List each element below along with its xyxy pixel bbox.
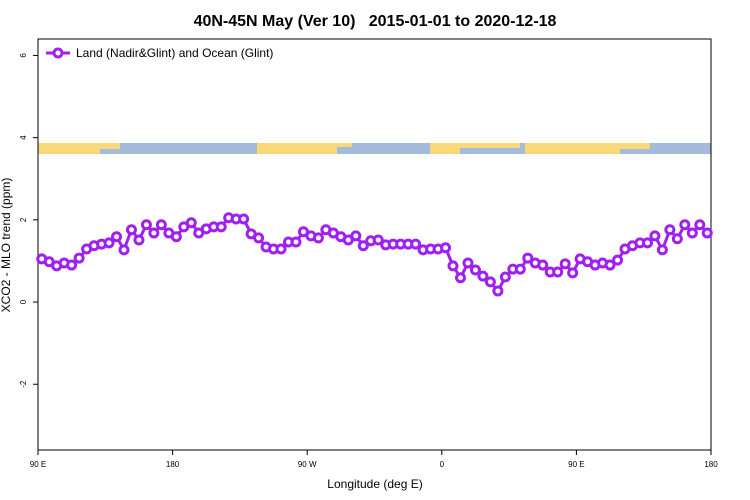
data-point xyxy=(686,227,698,239)
data-point xyxy=(492,285,504,297)
data-point xyxy=(253,232,265,244)
y-tick-label: -2 xyxy=(19,380,28,388)
data-point xyxy=(312,232,324,244)
plot-frame xyxy=(37,38,712,451)
data-point xyxy=(484,276,496,288)
x-tick-label: 90 W xyxy=(298,460,317,469)
data-point xyxy=(454,272,466,284)
data-point xyxy=(73,252,85,264)
x-tick-label: 90 E xyxy=(30,460,46,469)
land-mask xyxy=(38,143,711,154)
data-point xyxy=(66,259,78,271)
data-point xyxy=(133,234,145,246)
data-point xyxy=(567,267,579,279)
y-tick-label: 0 xyxy=(19,299,28,304)
data-point xyxy=(671,233,683,245)
data-point xyxy=(477,270,489,282)
data-point xyxy=(656,244,668,256)
data-point xyxy=(357,240,369,252)
data-point xyxy=(140,219,152,231)
data-point xyxy=(679,219,691,231)
y-tick-label: 2 xyxy=(19,217,28,222)
legend-label: Land (Nadir&Glint) and Ocean (Glint) xyxy=(76,46,273,60)
x-axis-label: Longitude (deg E) xyxy=(327,477,422,491)
data-point xyxy=(641,237,653,249)
y-tick-label: 6 xyxy=(19,53,28,58)
data-point xyxy=(185,217,197,229)
data-point xyxy=(148,227,160,239)
x-tick-label: 90 E xyxy=(568,460,584,469)
data-point xyxy=(649,230,661,242)
data-point xyxy=(537,259,549,271)
data-point xyxy=(440,242,452,254)
data-point xyxy=(604,259,616,271)
data-point xyxy=(559,258,571,270)
data-point xyxy=(664,224,676,236)
data-point xyxy=(410,238,422,250)
y-axis-label: XCO2 - MLO trend (ppm) xyxy=(0,178,13,313)
data-point xyxy=(612,254,624,266)
data-point xyxy=(694,219,706,231)
data-point xyxy=(701,227,713,239)
x-tick-label: 0 xyxy=(440,460,445,469)
legend-marker xyxy=(52,47,64,59)
data-point xyxy=(499,271,511,283)
data-point xyxy=(118,244,130,256)
data-point xyxy=(290,236,302,248)
data-point xyxy=(447,260,459,272)
data-point xyxy=(514,263,526,275)
chart-title: 40N-45N May (Ver 10) 2015-01-01 to 2020-… xyxy=(194,13,557,30)
data-point xyxy=(125,224,137,236)
x-tick-label: 180 xyxy=(166,460,180,469)
data-point xyxy=(469,264,481,276)
data-point xyxy=(350,230,362,242)
data-point xyxy=(103,237,115,249)
data-point xyxy=(155,219,167,231)
data-point xyxy=(111,231,123,243)
data-point xyxy=(552,266,564,278)
x-tick-label: 180 xyxy=(704,460,718,469)
data-point xyxy=(522,252,534,264)
data-point xyxy=(275,243,287,255)
data-point xyxy=(238,213,250,225)
data-point xyxy=(462,257,474,269)
series-line xyxy=(41,216,709,294)
y-tick-label: 4 xyxy=(19,135,28,140)
data-point xyxy=(170,231,182,243)
data-point xyxy=(215,221,227,233)
data-point xyxy=(372,234,384,246)
